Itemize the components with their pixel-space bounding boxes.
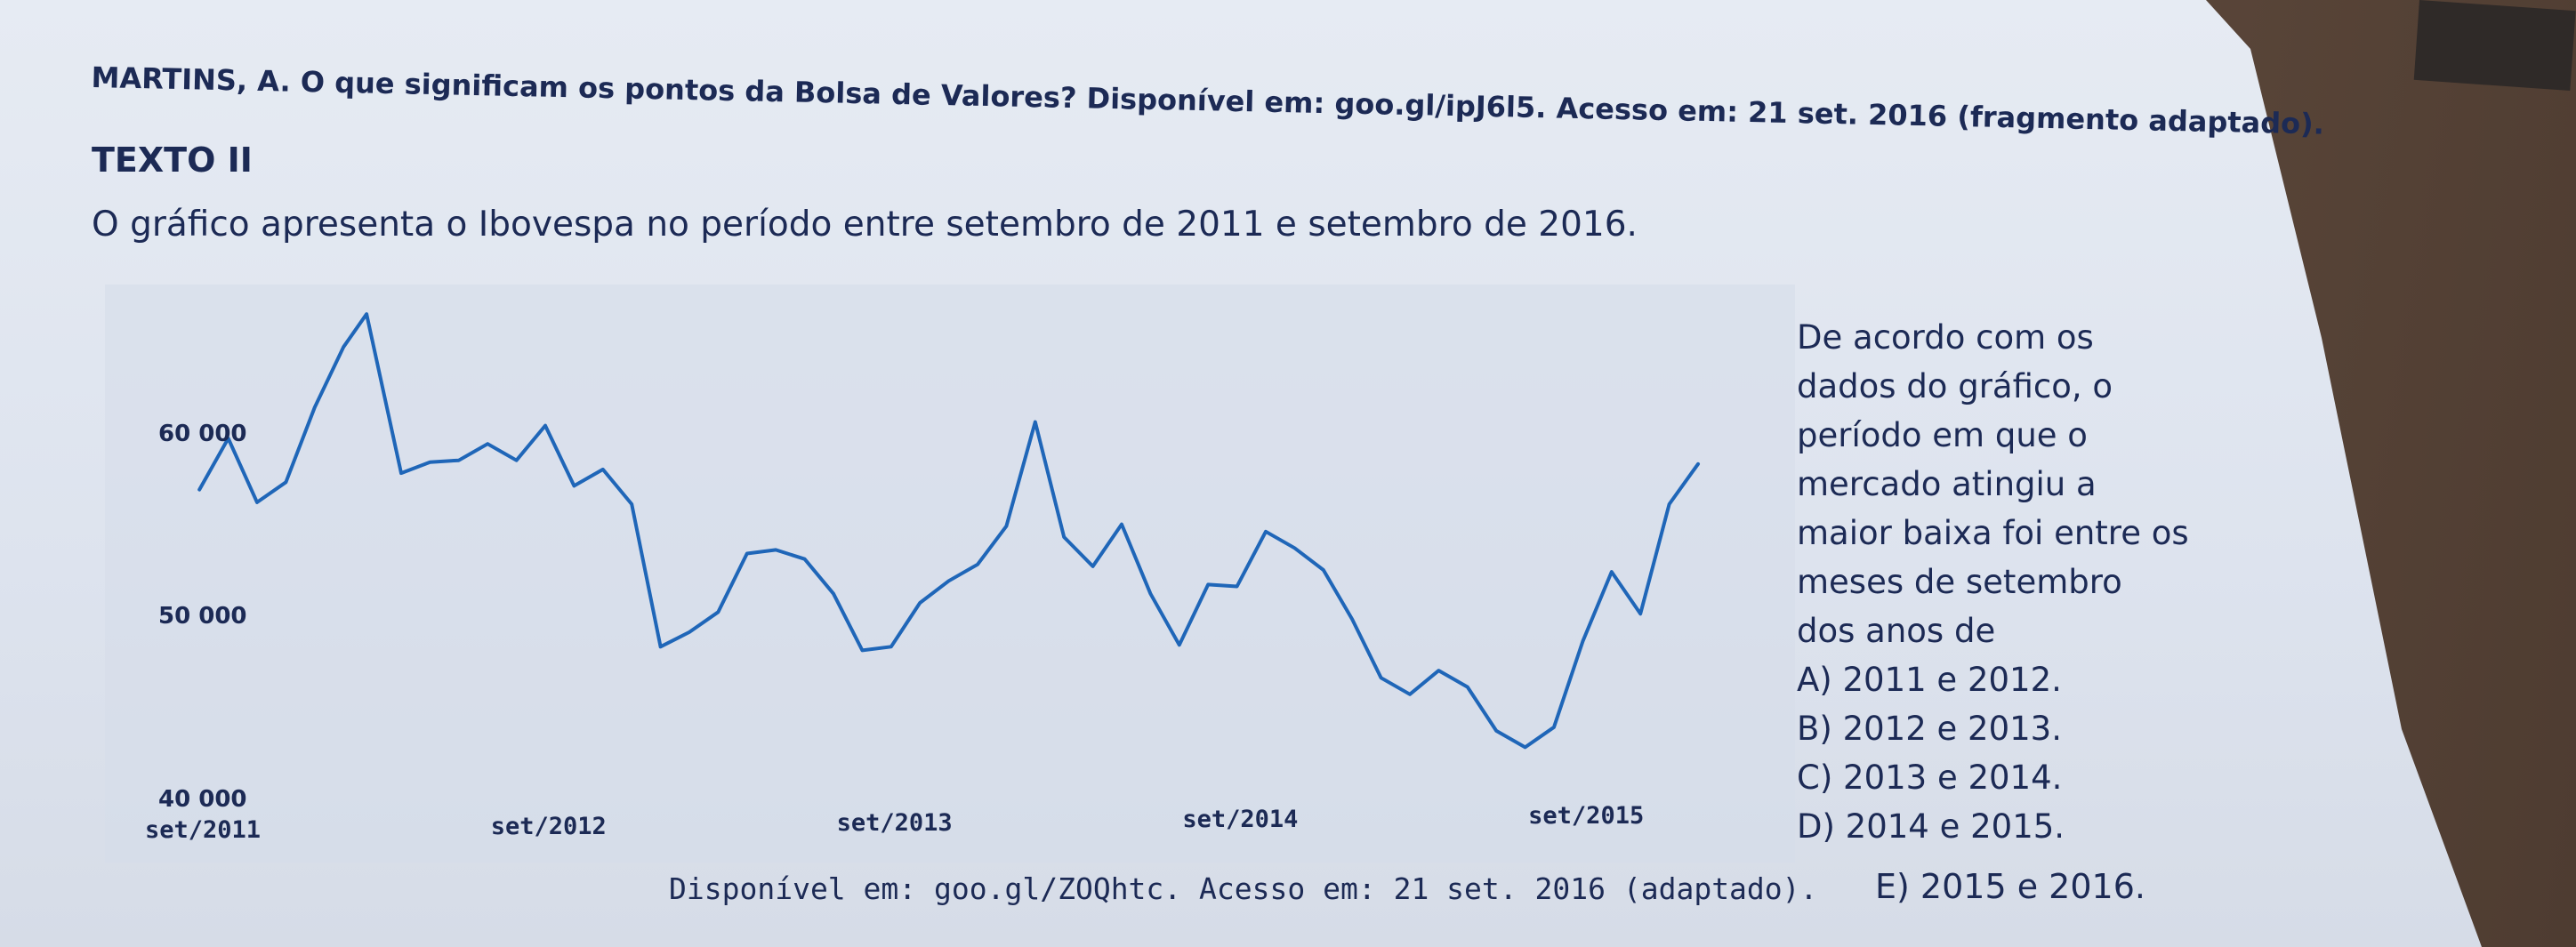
y-tick-label: 50 000 xyxy=(158,603,247,630)
question-line: dados do gráfico, o xyxy=(1797,367,2113,405)
question-line: meses de setembro xyxy=(1797,563,2122,601)
option-d[interactable]: D) 2014 e 2015. xyxy=(1797,807,2065,846)
question-line: mercado atingiu a xyxy=(1797,465,2097,503)
y-tick-label: 60 000 xyxy=(158,420,247,447)
intro-text: O gráfico apresenta o Ibovespa no períod… xyxy=(92,205,1638,245)
option-c[interactable]: C) 2013 e 2014. xyxy=(1797,758,2063,797)
x-tick-label: set/2012 xyxy=(490,813,607,840)
question-line: dos anos de xyxy=(1797,612,1996,650)
section-title: TEXTO II xyxy=(92,140,253,180)
dark-strip xyxy=(2413,0,2576,92)
source-citation: Disponível em: goo.gl/ZOQhtc. Acesso em:… xyxy=(669,871,1818,906)
series-line xyxy=(197,312,1700,750)
question-line: período em que o xyxy=(1797,416,2088,454)
y-tick-label: 40 000 xyxy=(158,786,247,813)
question-line: maior baixa foi entre os xyxy=(1797,514,2189,552)
question-block: De acordo com os dados do gráfico, o per… xyxy=(1797,313,2330,851)
option-a[interactable]: A) 2011 e 2012. xyxy=(1797,661,2062,699)
ibovespa-chart: 60 000 50 000 40 000 set/2011 set/2012 s… xyxy=(105,285,1795,863)
question-line: De acordo com os xyxy=(1797,318,2094,357)
x-tick-label: set/2011 xyxy=(144,816,262,844)
x-tick-label: set/2014 xyxy=(1182,806,1299,833)
chart-svg xyxy=(197,312,1700,750)
x-tick-label: set/2015 xyxy=(1528,802,1645,830)
option-e[interactable]: E) 2015 e 2016. xyxy=(1875,867,2145,906)
x-tick-label: set/2013 xyxy=(836,809,953,837)
option-b[interactable]: B) 2012 e 2013. xyxy=(1797,710,2062,748)
